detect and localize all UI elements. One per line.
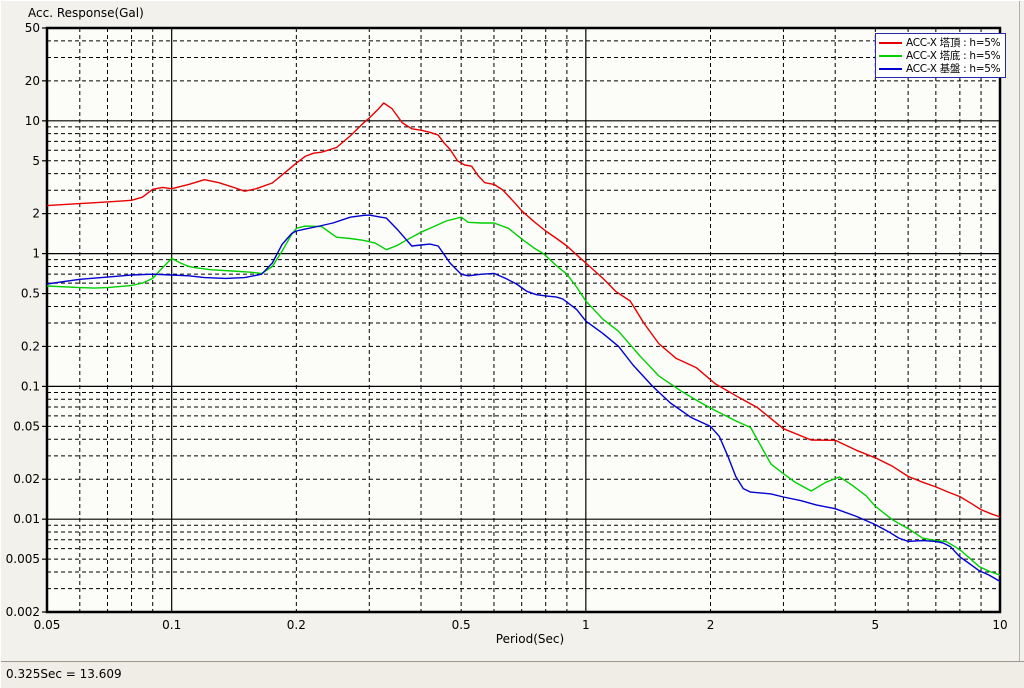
legend-label: ACC-X 塔底 : h=5% bbox=[906, 50, 1001, 62]
svg-text:20: 20 bbox=[25, 74, 40, 88]
legend-entry-tower-bottom: ACC-X 塔底 : h=5% bbox=[879, 49, 1002, 62]
svg-text:0.02: 0.02 bbox=[13, 472, 40, 486]
status-bar: 0.325Sec = 13.609 bbox=[1, 661, 1024, 688]
chart-canvas[interactable]: Acc. Response(Gal) 50 20 10 5 2 1 0.5 0.2 0.1 0.0… bbox=[1, 1, 1024, 661]
legend-entry-tower-top: ACC-X 塔頂 : h=5% bbox=[879, 36, 1002, 49]
red-line-sample bbox=[879, 41, 902, 44]
legend-label: ACC-X 基盤 : h=5% bbox=[906, 63, 1001, 75]
svg-text:1: 1 bbox=[582, 618, 590, 632]
svg-text:10: 10 bbox=[992, 618, 1007, 632]
svg-text:10: 10 bbox=[25, 114, 40, 128]
svg-text:5: 5 bbox=[872, 618, 880, 632]
svg-text:0.1: 0.1 bbox=[21, 379, 40, 393]
svg-text:1: 1 bbox=[32, 247, 40, 261]
status-readout: 0.325Sec = 13.609 bbox=[6, 667, 122, 681]
legend-box: ACC-X 塔頂 : h=5% ACC-X 塔底 : h=5% ACC-X 基盤… bbox=[875, 33, 1006, 78]
legend-label: ACC-X 塔頂 : h=5% bbox=[906, 37, 1001, 49]
svg-text:0.1: 0.1 bbox=[162, 618, 181, 632]
svg-text:0.05: 0.05 bbox=[34, 618, 61, 632]
svg-text:0.5: 0.5 bbox=[452, 618, 471, 632]
svg-text:5: 5 bbox=[32, 154, 40, 168]
legend-entry-base: ACC-X 基盤 : h=5% bbox=[879, 62, 1002, 75]
svg-text:0.2: 0.2 bbox=[21, 339, 40, 353]
svg-text:0.002: 0.002 bbox=[6, 605, 40, 619]
svg-text:0.2: 0.2 bbox=[287, 618, 306, 632]
spectrum-plot[interactable]: 50 20 10 5 2 1 0.5 0.2 0.1 0.05 0.02 0.01 0.005 0.002… bbox=[1, 1, 1024, 661]
svg-text:0.005: 0.005 bbox=[6, 552, 40, 566]
x-axis-title: Period(Sec) bbox=[495, 632, 565, 646]
window-right-bevel bbox=[1019, 1, 1020, 661]
svg-text:0.01: 0.01 bbox=[13, 512, 40, 526]
y-axis-title: Acc. Response(Gal) bbox=[28, 6, 144, 20]
blue-line-sample bbox=[879, 67, 902, 70]
svg-text:0.5: 0.5 bbox=[21, 287, 40, 301]
svg-text:2: 2 bbox=[32, 207, 40, 221]
svg-text:50: 50 bbox=[25, 21, 40, 35]
svg-text:2: 2 bbox=[707, 618, 715, 632]
svg-text:0.05: 0.05 bbox=[13, 419, 40, 433]
green-line-sample bbox=[879, 54, 902, 57]
